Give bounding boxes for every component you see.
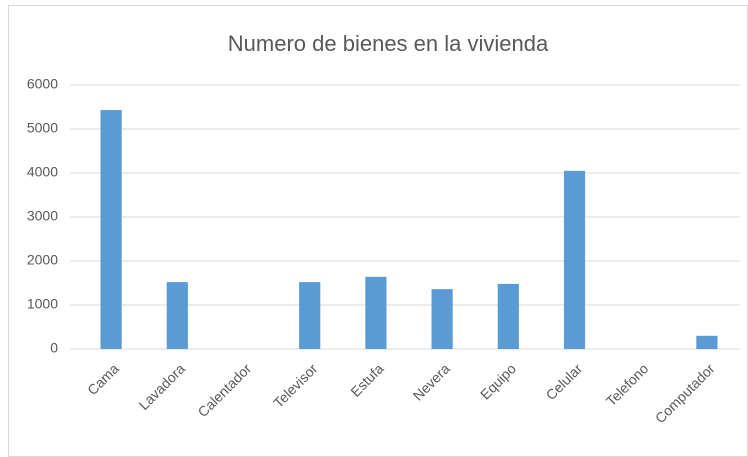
bar	[563, 170, 586, 349]
bar	[431, 289, 453, 349]
y-tick-label: 3000	[27, 208, 58, 224]
y-tick-label: 0	[50, 340, 58, 356]
y-tick-label: 2000	[27, 252, 58, 268]
y-tick-label: 1000	[27, 296, 58, 312]
bar	[365, 276, 387, 349]
bar	[100, 110, 122, 349]
y-tick-label: 4000	[27, 164, 58, 180]
bar	[166, 282, 188, 349]
y-tick-label: 5000	[27, 120, 58, 136]
bar	[299, 282, 321, 349]
bar	[696, 335, 718, 349]
chart-title: Numero de bienes en la vivienda	[228, 31, 549, 56]
bar	[497, 283, 519, 349]
y-tick-label: 6000	[27, 76, 58, 92]
chart-frame	[8, 5, 748, 457]
